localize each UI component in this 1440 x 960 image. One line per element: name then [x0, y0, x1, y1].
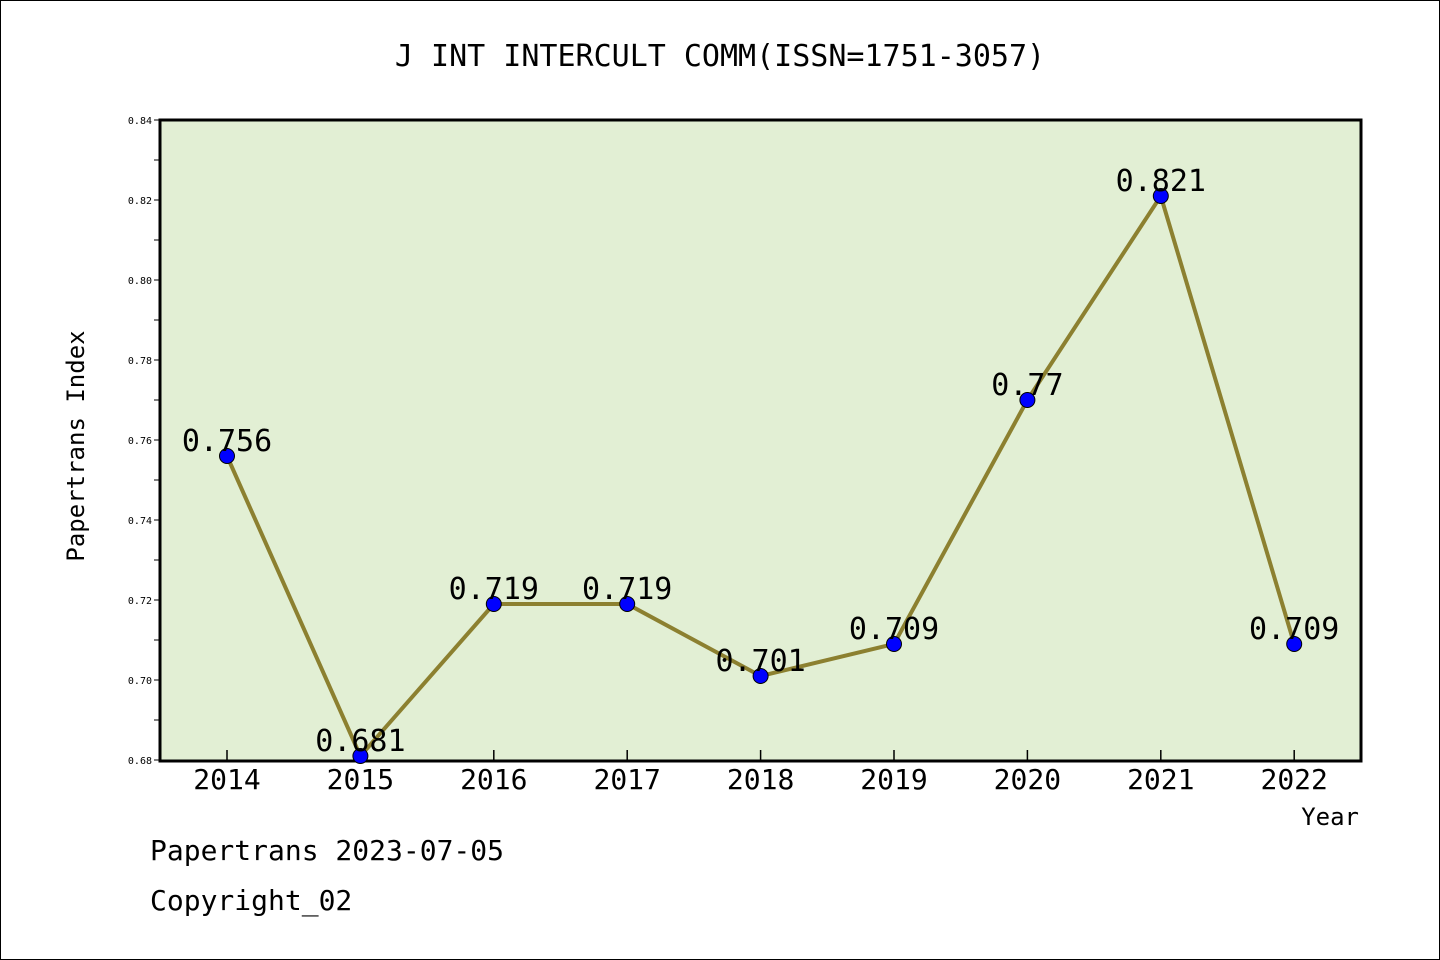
x-tick-label: 2022	[1260, 763, 1327, 796]
data-point	[485, 596, 502, 612]
data-point	[1286, 636, 1303, 652]
y-tick-label: 0.72	[128, 596, 152, 607]
footer-copyright: Copyright_02	[150, 884, 353, 917]
x-tick-label: 2017	[593, 763, 660, 796]
data-point	[1152, 188, 1169, 204]
x-axis: 2014 2015 2016 2017 2018 2019 2020 2021 2022	[193, 750, 1328, 796]
data-label: 0.756	[182, 424, 272, 459]
data-point	[219, 448, 235, 464]
data-labels-group: 0.756 0.681 0.719 0.719 0.701 0.709 0.77 0.821 0…	[182, 164, 1340, 759]
series-markers-group	[219, 188, 1303, 764]
x-tick-label: 2020	[994, 763, 1061, 796]
data-label: 0.77	[991, 368, 1063, 403]
y-tick-label: 0.70	[128, 676, 152, 687]
data-label: 0.709	[1249, 612, 1339, 647]
data-point	[886, 636, 902, 652]
data-point	[752, 668, 769, 684]
x-tick-label: 2014	[193, 763, 260, 796]
x-tick-label: 2018	[727, 763, 794, 796]
y-tick-label: 0.78	[128, 356, 152, 367]
y-tick-label: 0.80	[128, 276, 152, 287]
footer-date: Papertrans 2023-07-05	[150, 834, 505, 867]
plot-area	[158, 118, 1363, 763]
y-tick-label: 0.68	[128, 756, 152, 767]
y-tick-label: 0.84	[128, 116, 152, 127]
x-axis-label: Year	[1301, 803, 1359, 831]
y-tick-label: 0.74	[128, 516, 152, 527]
y-tick-label: 0.82	[128, 196, 152, 207]
data-label: 0.709	[849, 612, 939, 647]
x-tick-label: 2015	[327, 763, 394, 796]
data-point	[1019, 392, 1036, 408]
y-tick-label: 0.76	[128, 436, 152, 447]
data-label: 0.701	[715, 644, 805, 679]
data-label: 0.821	[1116, 164, 1206, 199]
y-axis: 0.68 0.70 0.72 0.74 0.76 0.78 0.80 0.82 0.84	[128, 116, 160, 767]
x-tick-label: 2021	[1127, 763, 1194, 796]
y-axis-label: Papertrans Index	[62, 330, 90, 561]
data-point	[352, 748, 369, 764]
x-tick-label: 2016	[460, 763, 527, 796]
data-label: 0.681	[315, 724, 405, 759]
data-label: 0.719	[449, 572, 539, 607]
x-tick-label: 2019	[860, 763, 927, 796]
data-label: 0.719	[582, 572, 672, 607]
data-point	[619, 596, 636, 612]
chart-title: J INT INTERCULT COMM(ISSN=1751-3057)	[395, 39, 1045, 74]
